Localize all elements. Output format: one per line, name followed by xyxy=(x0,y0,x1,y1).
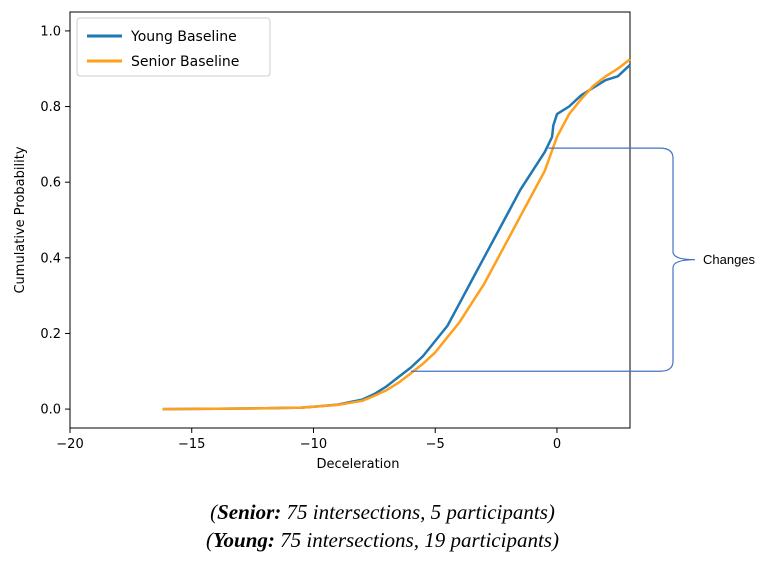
series-group xyxy=(162,58,631,411)
y-tick-label: 0.8 xyxy=(40,100,61,115)
legend-entry: Young Baseline xyxy=(130,29,237,45)
plot-frame xyxy=(69,11,631,429)
x-tick-label: −15 xyxy=(178,437,205,452)
series-line-young-baseline xyxy=(162,63,631,411)
x-axis-label: Deceleration xyxy=(317,457,400,470)
annotation-brace xyxy=(659,147,696,372)
axes-group: −20 −15 −10 −5 0 0.0 0.2 0.4 0.6 0.8 1.0 Decelerati… xyxy=(13,11,631,470)
changes-annotation: Changes xyxy=(410,147,756,372)
y-tick-label: 1.0 xyxy=(40,24,61,39)
caption-young-open: ( xyxy=(206,528,214,552)
x-tick-label: −20 xyxy=(56,437,83,452)
legend-entry: Senior Baseline xyxy=(131,54,239,70)
x-tick-label: −5 xyxy=(426,437,445,452)
annotation-label: Changes xyxy=(703,252,756,267)
y-tick-label: 0.2 xyxy=(40,327,61,342)
x-tick-label: 0 xyxy=(553,437,561,452)
legend-box xyxy=(76,17,271,77)
y-tick-label: 0.4 xyxy=(40,251,61,266)
x-tick-label: −10 xyxy=(300,437,327,452)
caption-young: (Young: 75 intersections, 19 participant… xyxy=(0,528,765,553)
series-line-senior-baseline xyxy=(162,58,631,411)
caption-young-label: Young: xyxy=(213,528,275,552)
cdf-chart: −20 −15 −10 −5 0 0.0 0.2 0.4 0.6 0.8 1.0 Decelerati… xyxy=(13,11,756,470)
caption-senior-label: Senior: xyxy=(217,500,282,524)
y-axis-label: Cumulative Probability xyxy=(13,146,28,293)
caption-senior-detail: 75 intersections, 5 participants) xyxy=(281,500,555,524)
caption-young-detail: 75 intersections, 19 participants) xyxy=(274,528,559,552)
y-tick-label: 0.0 xyxy=(40,403,61,418)
legend: Young Baseline Senior Baseline xyxy=(76,17,271,77)
y-tick-label: 0.6 xyxy=(40,176,61,191)
caption-senior: (Senior: 75 intersections, 5 participant… xyxy=(0,500,765,525)
caption-senior-open: ( xyxy=(210,500,218,524)
